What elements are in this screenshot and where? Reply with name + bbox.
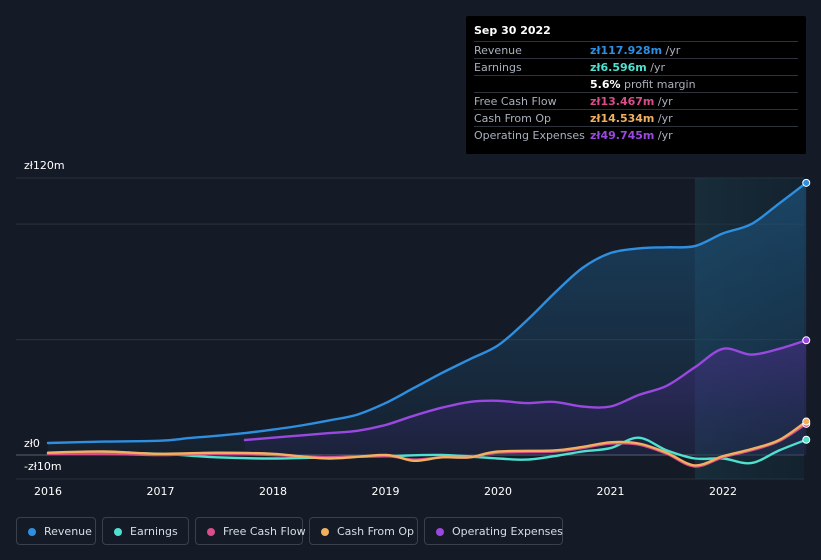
legend-item-revenue[interactable]: Revenue — [16, 517, 96, 545]
legend-dot-icon — [114, 528, 122, 536]
tooltip-divider — [474, 109, 798, 110]
tooltip-unit: /yr — [654, 129, 673, 142]
legend-item-cash-from-op[interactable]: Cash From Op — [309, 517, 418, 545]
tooltip-divider — [474, 75, 798, 76]
tooltip-amount: zł13.467m — [590, 95, 655, 108]
x-tick-label: 2019 — [372, 485, 400, 498]
x-tick-label: 2021 — [597, 485, 625, 498]
x-tick-label: 2017 — [147, 485, 175, 498]
series-line-operating-expenses — [243, 339, 808, 442]
area-revenue — [48, 182, 807, 456]
y-tick-label: -zł10m — [24, 460, 62, 473]
tooltip-amount: zł49.745m — [590, 129, 655, 142]
tooltip-value: zł6.596m /yr — [590, 61, 665, 74]
end-point-earnings — [802, 435, 811, 444]
tooltip-value: 5.6% profit margin — [590, 78, 696, 91]
series-line-revenue — [46, 181, 808, 445]
tooltip-amount: zł6.596m — [590, 61, 647, 74]
end-point-cash-from-op — [802, 417, 811, 426]
x-tick-label: 2020 — [484, 485, 512, 498]
tooltip-label: Earnings — [474, 61, 522, 74]
tooltip-row: Cash From Op zł14.534m /yr — [466, 109, 806, 126]
tooltip-unit: /yr — [654, 95, 673, 108]
tooltip-label: Revenue — [474, 44, 522, 57]
legend-label: Operating Expenses — [452, 525, 563, 538]
legend-item-earnings[interactable]: Earnings — [102, 517, 189, 545]
tooltip-value: zł14.534m /yr — [590, 112, 673, 125]
legend-label: Earnings — [130, 525, 178, 538]
tooltip-label: Free Cash Flow — [474, 95, 557, 108]
legend-item-free-cash-flow[interactable]: Free Cash Flow — [195, 517, 306, 545]
tooltip-amount: zł117.928m — [590, 44, 663, 57]
end-point-operating-expenses — [802, 336, 811, 345]
legend-dot-icon — [207, 528, 215, 536]
legend-dot-icon — [321, 528, 329, 536]
tooltip-row: 5.6% profit margin — [466, 75, 806, 92]
y-tick-label: zł120m — [24, 159, 65, 172]
tooltip-label: Cash From Op — [474, 112, 552, 125]
tooltip-label: Operating Expenses — [474, 129, 585, 142]
tooltip-unit: /yr — [662, 44, 681, 57]
tooltip-value: zł13.467m /yr — [590, 95, 673, 108]
y-tick-label: zł0 — [24, 437, 40, 450]
x-tick-label: 2016 — [34, 485, 62, 498]
tooltip-row: Free Cash Flow zł13.467m /yr — [466, 92, 806, 109]
legend-label: Cash From Op — [337, 525, 415, 538]
tooltip-amount: 5.6% — [590, 78, 621, 91]
tooltip-divider — [474, 41, 798, 42]
legend-item-operating-expenses[interactable]: Operating Expenses — [424, 517, 563, 545]
legend-label: Free Cash Flow — [223, 525, 306, 538]
tooltip-divider — [474, 58, 798, 59]
x-tick-label: 2022 — [709, 485, 737, 498]
legend-label: Revenue — [44, 525, 92, 538]
area-operating-expenses — [244, 340, 807, 455]
legend-dot-icon — [28, 528, 36, 536]
tooltip-row: Operating Expenses zł49.745m /yr — [466, 126, 806, 143]
legend-dot-icon — [436, 528, 444, 536]
tooltip-row: Revenue zł117.928m /yr — [466, 41, 806, 58]
series-line-cash-from-op — [46, 420, 808, 467]
tooltip-divider — [474, 126, 798, 127]
tooltip-unit: /yr — [654, 112, 673, 125]
x-tick-label: 2018 — [259, 485, 287, 498]
tooltip-panel: Sep 30 2022 Revenue zł117.928m /yr Earning… — [466, 16, 806, 154]
tooltip-divider — [474, 92, 798, 93]
end-point-revenue — [802, 178, 811, 187]
tooltip-value: zł117.928m /yr — [590, 44, 680, 57]
tooltip-date: Sep 30 2022 — [474, 24, 551, 37]
tooltip-unit: /yr — [646, 61, 665, 74]
tooltip-value: zł49.745m /yr — [590, 129, 673, 142]
tooltip-row: Earnings zł6.596m /yr — [466, 58, 806, 75]
tooltip-unit: profit margin — [620, 78, 696, 91]
tooltip-amount: zł14.534m — [590, 112, 655, 125]
